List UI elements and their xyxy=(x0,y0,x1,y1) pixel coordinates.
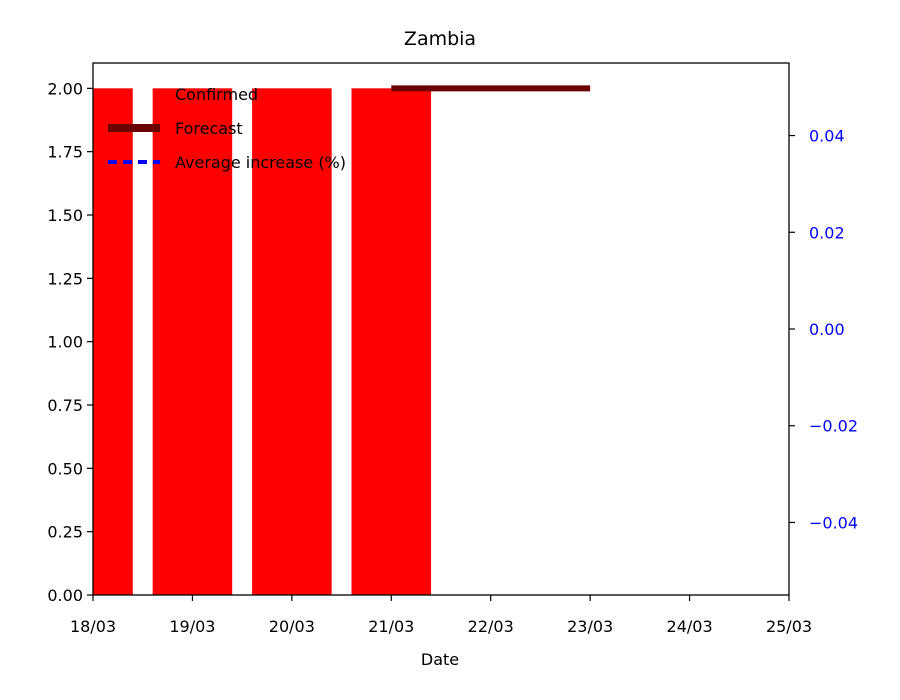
x-tick-label: 23/03 xyxy=(567,617,613,636)
axes: 0.00 0.25 0.50 0.75 1.00 1.25 1.50 1.75 2.00 −0.0… xyxy=(47,62,858,636)
x-tick-label: 19/03 xyxy=(169,617,215,636)
x-tick-label: 25/03 xyxy=(766,617,812,636)
bar-0 xyxy=(93,88,133,595)
y-tick-label: 2.00 xyxy=(47,79,83,98)
x-tick-label: 24/03 xyxy=(667,617,713,636)
legend-label-2: Average increase (%) xyxy=(175,153,346,172)
y-tick-label: 1.75 xyxy=(47,143,83,162)
y-right-tick-label: 0.04 xyxy=(809,127,845,146)
y-tick-label: 0.50 xyxy=(47,459,83,478)
x-tick-label: 22/03 xyxy=(468,617,514,636)
y-tick-label: 1.50 xyxy=(47,206,83,225)
legend-label-0: Confirmed xyxy=(175,85,258,104)
y-tick-label: 1.25 xyxy=(47,269,83,288)
bar-2 xyxy=(252,88,332,595)
y-right-tick-label: 0.02 xyxy=(809,223,845,242)
confirmed-bars xyxy=(93,88,432,595)
y-tick-label: 0.75 xyxy=(47,396,83,415)
x-tick-label: 21/03 xyxy=(368,617,414,636)
y-right-tick-label: 0.00 xyxy=(809,320,845,339)
x-axis-label: Date xyxy=(421,650,459,669)
y-right-tick-label: −0.02 xyxy=(809,417,858,436)
bar-3 xyxy=(351,88,432,595)
legend: Confirmed Forecast Average increase (%) xyxy=(108,85,346,172)
y-tick-label: 0.25 xyxy=(47,523,83,542)
y-tick-label: 1.00 xyxy=(47,333,83,352)
chart-title: Zambia xyxy=(404,28,476,50)
x-tick-label: 20/03 xyxy=(269,617,315,636)
y-right-tick-label: −0.04 xyxy=(809,513,858,532)
legend-label-1: Forecast xyxy=(175,119,243,138)
x-tick-label: 18/03 xyxy=(70,617,116,636)
bar-1 xyxy=(152,88,233,595)
y-tick-label: 0.00 xyxy=(47,586,83,605)
